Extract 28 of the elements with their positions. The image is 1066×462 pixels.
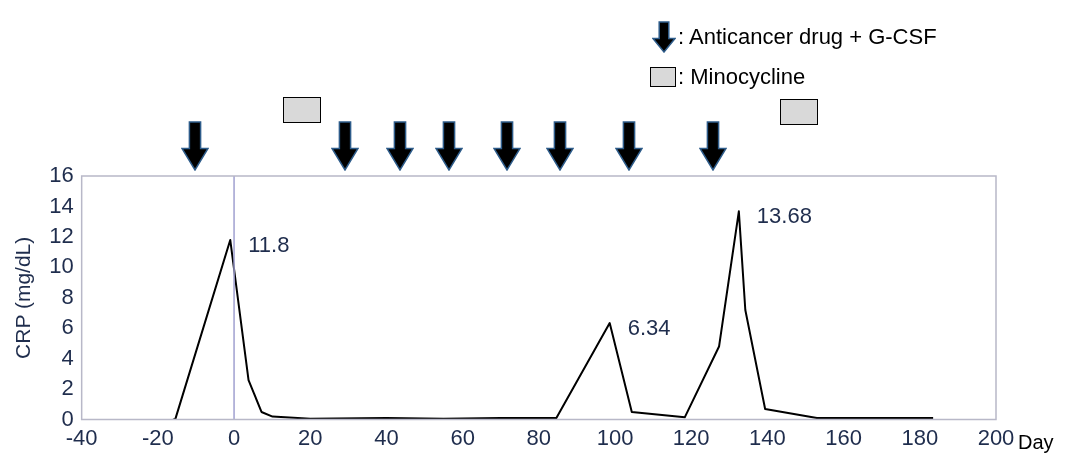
annotation: 11.8 [248,232,290,258]
x-tick-label: 200 [977,424,1015,450]
y-tick-label: 10 [49,253,74,279]
x-tick-label: 40 [374,424,399,450]
text: : Minocycline [678,64,806,90]
y-tick-label: 14 [49,192,74,218]
y-axis-title: CRP (mg/dL) [11,236,35,359]
x-tick-label: 20 [298,424,323,450]
x-tick-label: 140 [749,424,786,450]
y-tick-label: 0 [61,405,74,431]
x-tick-label: 100 [596,424,634,450]
x-tick-label: 80 [526,424,552,450]
y-tick-label: 8 [61,283,74,309]
y-tick-label: 6 [61,314,74,340]
x-axis-title: Day [1018,431,1054,454]
x-tick-label: -20 [141,424,174,450]
y-tick-label: 16 [49,162,74,188]
x-tick-label: 120 [672,424,710,450]
y-tick-label: 12 [49,222,74,248]
x-tick-label: 60 [450,424,475,450]
y-tick-label: 4 [61,344,74,370]
annotation: 6.34 [627,315,671,341]
x-tick-label: 0 [227,424,241,450]
text: : Anticancer drug + G-CSF [678,24,937,50]
x-tick-label: 180 [901,424,939,450]
y-tick-label: 2 [61,375,74,401]
x-tick-label: 160 [825,424,862,450]
annotation: 13.68 [756,203,812,229]
